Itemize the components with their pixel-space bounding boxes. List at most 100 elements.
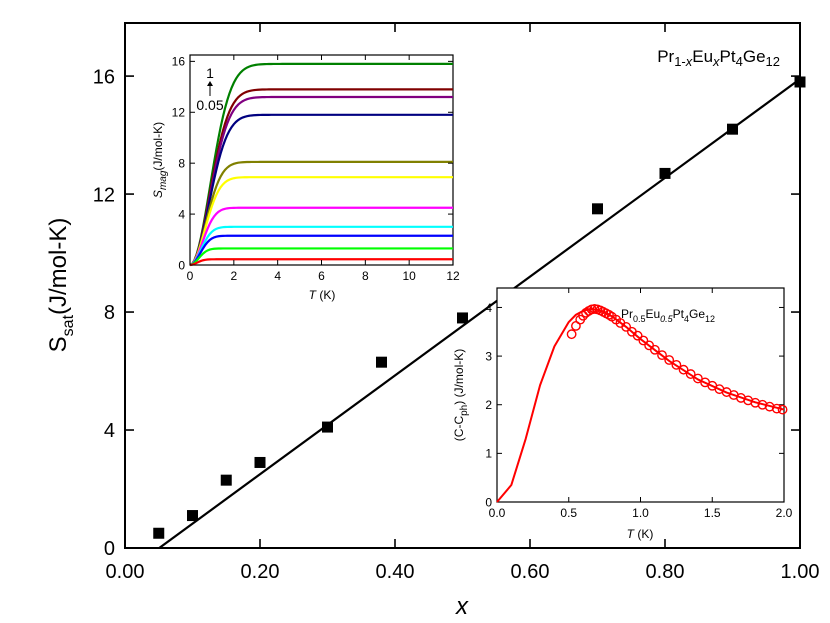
main-xlabel: x xyxy=(455,593,469,620)
inset-smag-annot-arrowhead xyxy=(207,81,213,86)
x-tick-label: 0.80 xyxy=(646,561,685,583)
x-tick-label: 10 xyxy=(402,269,416,283)
inset-cph-xlabel: T (K) xyxy=(627,527,654,541)
main-ylabel: Ssat(J/mol-K) xyxy=(45,218,77,353)
x-tick-label: 2 xyxy=(230,269,237,283)
inset-smag-ylabel: Smag(J/mol-K) xyxy=(151,122,169,198)
cph-data-point xyxy=(657,350,667,361)
data-point xyxy=(187,510,198,522)
inset-cph-ylabel: (C-Cph) (J/mol-K) xyxy=(452,349,470,441)
data-point xyxy=(322,421,333,433)
y-tick-label: 4 xyxy=(104,420,115,442)
data-point xyxy=(659,167,671,179)
cph-data-point xyxy=(632,330,643,341)
cph-data-point xyxy=(578,310,588,321)
cph-data-point xyxy=(604,309,614,320)
data-point xyxy=(727,123,738,135)
main-compound-label: Pr1-xEuxPt4Ge12 xyxy=(657,47,780,69)
cph-data-point xyxy=(678,364,689,375)
x-tick-label: 0.60 xyxy=(511,561,550,583)
y-tick-label: 3 xyxy=(485,349,492,363)
y-tick-label: 8 xyxy=(104,302,115,324)
svg-text:(C-Cph) (J/mol-K): (C-Cph) (J/mol-K) xyxy=(452,349,470,441)
main-ylabel-symbol: S xyxy=(45,336,72,352)
smag-curve xyxy=(189,206,453,267)
x-tick-label: 0 xyxy=(187,269,194,283)
smag-curve xyxy=(189,160,453,266)
fit-line xyxy=(157,78,800,548)
cph-data-point xyxy=(621,322,632,332)
inset-smag-annot-bottom: 0.05 xyxy=(196,97,223,113)
smag-curve xyxy=(189,225,453,267)
smag-curve xyxy=(189,176,453,267)
cph-data-point xyxy=(664,355,675,365)
inset-smag-ticks: 0 2 4 6 8 10 12 0 4 8 12 16 xyxy=(172,55,460,283)
inset-smag-annot-top: 1 xyxy=(206,65,214,81)
smag-curve xyxy=(189,113,453,266)
y-tick-label: 12 xyxy=(172,106,186,120)
main-plot-frame xyxy=(124,22,801,549)
x-tick-label: 0.40 xyxy=(376,561,415,583)
x-tick-label: 1.5 xyxy=(704,506,721,520)
x-tick-label: 0.00 xyxy=(106,561,145,583)
x-tick-label: 2.0 xyxy=(776,506,793,520)
cph-data-point xyxy=(638,335,649,346)
data-point xyxy=(153,527,165,539)
x-tick-label: 0.0 xyxy=(489,506,506,520)
x-tick-label: 8 xyxy=(362,269,369,283)
y-tick-label: 0 xyxy=(104,538,115,560)
x-tick-label: 1.0 xyxy=(632,506,649,520)
y-tick-label: 2 xyxy=(485,398,492,412)
y-tick-label: 1 xyxy=(485,447,492,461)
svg-text:Ssat(J/mol-K): Ssat(J/mol-K) xyxy=(45,218,77,353)
y-tick-label: 0 xyxy=(178,258,185,272)
y-tick-label: 16 xyxy=(93,66,115,88)
inset-cph-series xyxy=(496,304,788,503)
cph-data-point xyxy=(777,404,788,415)
cph-data-point xyxy=(566,329,577,340)
y-tick-label: 16 xyxy=(172,55,186,69)
inset-smag-chart: 0 2 4 6 8 10 12 0 4 8 12 16 1 0.05 T (K) Smag(J/mol… xyxy=(151,54,460,302)
x-tick-label: 1.00 xyxy=(781,561,820,583)
y-tick-label: 8 xyxy=(178,157,185,171)
inset-smag-frame xyxy=(189,54,454,266)
main-ylabel-unit: (J/mol-K) xyxy=(45,218,72,315)
inset-cph-chart: 0.0 0.5 1.0 1.5 2.0 0 1 2 3 4 Pr0.5Eu0.5Pt4Ge12 T… xyxy=(452,287,793,541)
y-tick-label: 4 xyxy=(485,301,492,315)
data-point xyxy=(457,312,468,324)
x-tick-label: 6 xyxy=(318,269,325,283)
y-tick-label: 4 xyxy=(178,207,185,221)
data-point xyxy=(376,356,387,368)
inset-cph-ticks: 0.0 0.5 1.0 1.5 2.0 0 1 2 3 4 xyxy=(485,288,793,520)
inset-smag-xlabel: T (K) xyxy=(309,288,336,302)
cph-data-point xyxy=(671,359,682,370)
cph-data-point xyxy=(771,403,782,414)
smag-curve xyxy=(189,234,453,267)
cph-data-point xyxy=(757,399,768,410)
data-point xyxy=(592,203,603,215)
x-tick-label: 12 xyxy=(446,269,460,283)
main-series xyxy=(153,76,806,548)
cph-data-point xyxy=(764,401,775,412)
x-tick-label: 0.5 xyxy=(560,506,577,520)
main-ylabel-sub: sat xyxy=(60,314,77,336)
cph-data-point xyxy=(685,369,696,379)
inset-cph-compound-label: Pr0.5Eu0.5Pt4Ge12 xyxy=(621,307,715,324)
data-point xyxy=(220,474,232,486)
cph-data-point xyxy=(750,397,761,408)
smag-curve xyxy=(189,62,453,266)
smag-curve xyxy=(189,258,453,267)
data-point xyxy=(254,456,266,468)
cph-fit-curve xyxy=(496,307,785,503)
y-tick-label: 0 xyxy=(485,495,492,509)
smag-curve xyxy=(189,95,453,266)
inset-smag-curves xyxy=(189,62,453,267)
cph-data-point xyxy=(649,344,660,355)
x-tick-label: 4 xyxy=(274,269,281,283)
smag-curve xyxy=(189,88,453,266)
data-point xyxy=(794,76,806,88)
smag-curve xyxy=(189,247,453,267)
